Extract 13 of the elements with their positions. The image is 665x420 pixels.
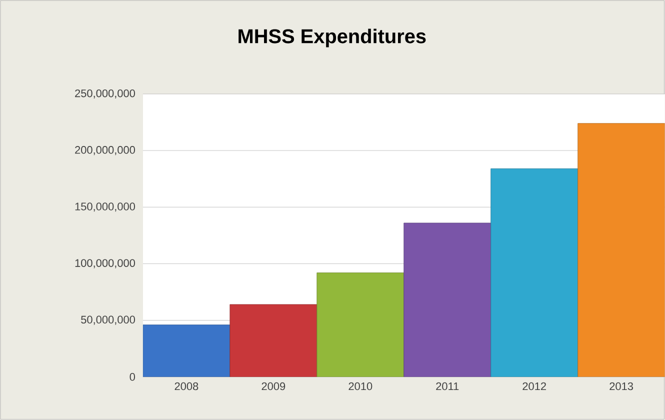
y-tick-label: 0 [130, 373, 136, 381]
y-tick-label: 100,000,000 [75, 259, 135, 268]
x-tick-label: 2013 [610, 382, 634, 390]
y-tick-label: 150,000,000 [75, 202, 135, 212]
x-tick-label: 2009 [262, 382, 286, 390]
y-tick-label: 200,000,000 [75, 146, 135, 156]
x-tick-label: 2008 [174, 382, 198, 390]
y-tick-label: 250,000,000 [75, 90, 135, 99]
chart-title: MHSS Expenditures [238, 28, 426, 48]
x-tick-label: 2010 [348, 382, 372, 390]
x-tick-label: 2011 [436, 382, 459, 390]
y-tick-label: 50,000,000 [81, 316, 135, 325]
x-tick-label: 2012 [522, 382, 546, 390]
